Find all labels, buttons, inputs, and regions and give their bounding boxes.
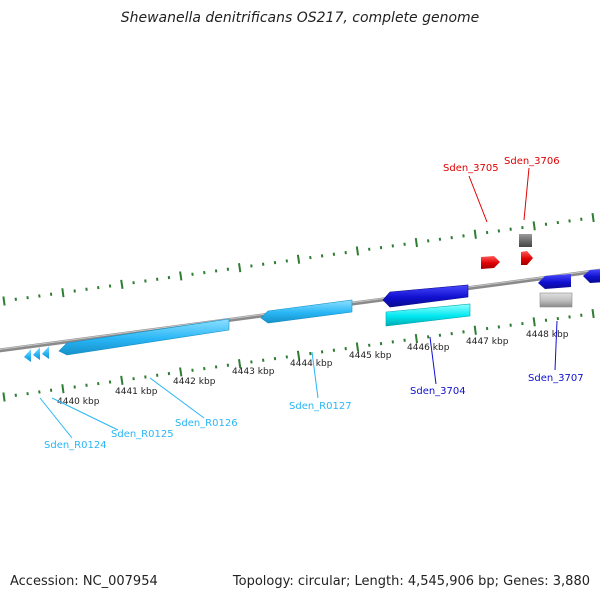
major-tick xyxy=(179,367,183,377)
scale-label: 4440 kbp xyxy=(57,397,100,407)
genome-title: Shewanella denitrificans OS217, complete… xyxy=(120,10,480,26)
major-tick xyxy=(296,350,301,360)
accession-label: Accession: NC_007954 xyxy=(10,574,158,589)
minor-tick xyxy=(167,275,171,280)
outer-tick-ring xyxy=(2,212,595,306)
gene-label-sden-r0127[interactable]: Sden_R0127 xyxy=(289,401,352,412)
scale-label: 4447 kbp xyxy=(466,337,509,347)
scale-label: 4443 kbp xyxy=(232,367,275,377)
major-tick xyxy=(238,359,242,369)
scale-label: 4441 kbp xyxy=(115,387,158,397)
gene-label-sden-3706[interactable]: Sden_3706 xyxy=(504,156,560,167)
gene-label-leaders xyxy=(39,167,558,439)
minor-tick xyxy=(509,227,512,231)
major-tick xyxy=(532,317,536,327)
major-tick xyxy=(2,296,6,306)
minor-tick xyxy=(368,247,371,251)
rrna-gene-sden-r0127[interactable] xyxy=(260,299,353,324)
major-tick xyxy=(532,221,536,231)
cds-gene-sden-3706[interactable] xyxy=(521,251,533,265)
major-tick xyxy=(296,254,301,264)
minor-tick xyxy=(568,219,571,223)
major-tick xyxy=(591,212,595,223)
cds-gene-right-edge[interactable] xyxy=(583,269,600,283)
minor-tick xyxy=(509,323,512,327)
minor-tick xyxy=(309,255,312,260)
minor-tick xyxy=(438,333,442,337)
scale-label: 4448 kbp xyxy=(526,330,569,340)
major-tick xyxy=(238,263,242,273)
scale-label: 4442 kbp xyxy=(173,377,216,387)
major-tick xyxy=(473,229,477,239)
minor-tick xyxy=(438,237,442,241)
cds-gene-sden-3704-upper[interactable] xyxy=(382,284,469,308)
scale-label: 4445 kbp xyxy=(349,351,392,361)
gene-label-sden-3704[interactable]: Sden_3704 xyxy=(410,386,466,397)
cds-gene-sden-3704[interactable] xyxy=(385,303,471,327)
major-tick xyxy=(473,325,477,335)
gene-label-sden-3705[interactable]: Sden_3705 xyxy=(443,163,499,174)
major-tick xyxy=(414,237,418,248)
minor-tick xyxy=(368,343,371,347)
minor-tick xyxy=(309,351,312,356)
major-tick xyxy=(61,288,65,298)
major-tick xyxy=(61,384,65,394)
minor-tick xyxy=(497,229,501,233)
inner-tick-ring xyxy=(2,308,595,402)
gene-label-sden-r0126[interactable]: Sden_R0126 xyxy=(175,418,238,429)
scale-labels: 4440 kbp 4441 kbp 4442 kbp 4443 kbp 4444 kbp… xyxy=(57,330,569,407)
major-tick xyxy=(355,246,360,256)
scale-label: 4444 kbp xyxy=(290,359,333,369)
cds-gene-sden-3705[interactable] xyxy=(481,256,500,269)
scale-label: 4446 kbp xyxy=(407,343,450,353)
gene-label-sden-r0124[interactable]: Sden_R0124 xyxy=(44,440,107,451)
minor-tick xyxy=(38,390,41,394)
major-tick xyxy=(120,375,124,385)
pseudogene-sden-3707[interactable] xyxy=(539,292,573,308)
minor-tick xyxy=(568,315,571,319)
dark-grey-feature[interactable] xyxy=(519,234,532,247)
minor-tick xyxy=(97,382,100,386)
major-tick xyxy=(179,271,183,281)
cds-gene-sden-3707-upper[interactable] xyxy=(538,274,571,289)
minor-tick xyxy=(497,325,501,329)
gene-label-sden-r0125[interactable]: Sden_R0125 xyxy=(111,429,174,440)
gene-label-sden-3707[interactable]: Sden_3707 xyxy=(528,373,584,384)
rrna-gene-sden-r0126[interactable] xyxy=(58,318,230,356)
rrna-gene-sden-r0124[interactable] xyxy=(24,346,49,362)
major-tick xyxy=(2,392,6,402)
minor-tick xyxy=(97,286,100,290)
topology-label: Topology: circular; Length: 4,545,906 bp… xyxy=(232,574,590,589)
minor-tick xyxy=(38,294,41,298)
minor-tick xyxy=(108,380,112,384)
major-tick xyxy=(355,342,360,352)
major-tick xyxy=(414,333,418,344)
minor-tick xyxy=(108,284,112,288)
major-tick xyxy=(120,279,124,289)
minor-tick xyxy=(167,371,171,376)
major-tick xyxy=(591,308,595,319)
